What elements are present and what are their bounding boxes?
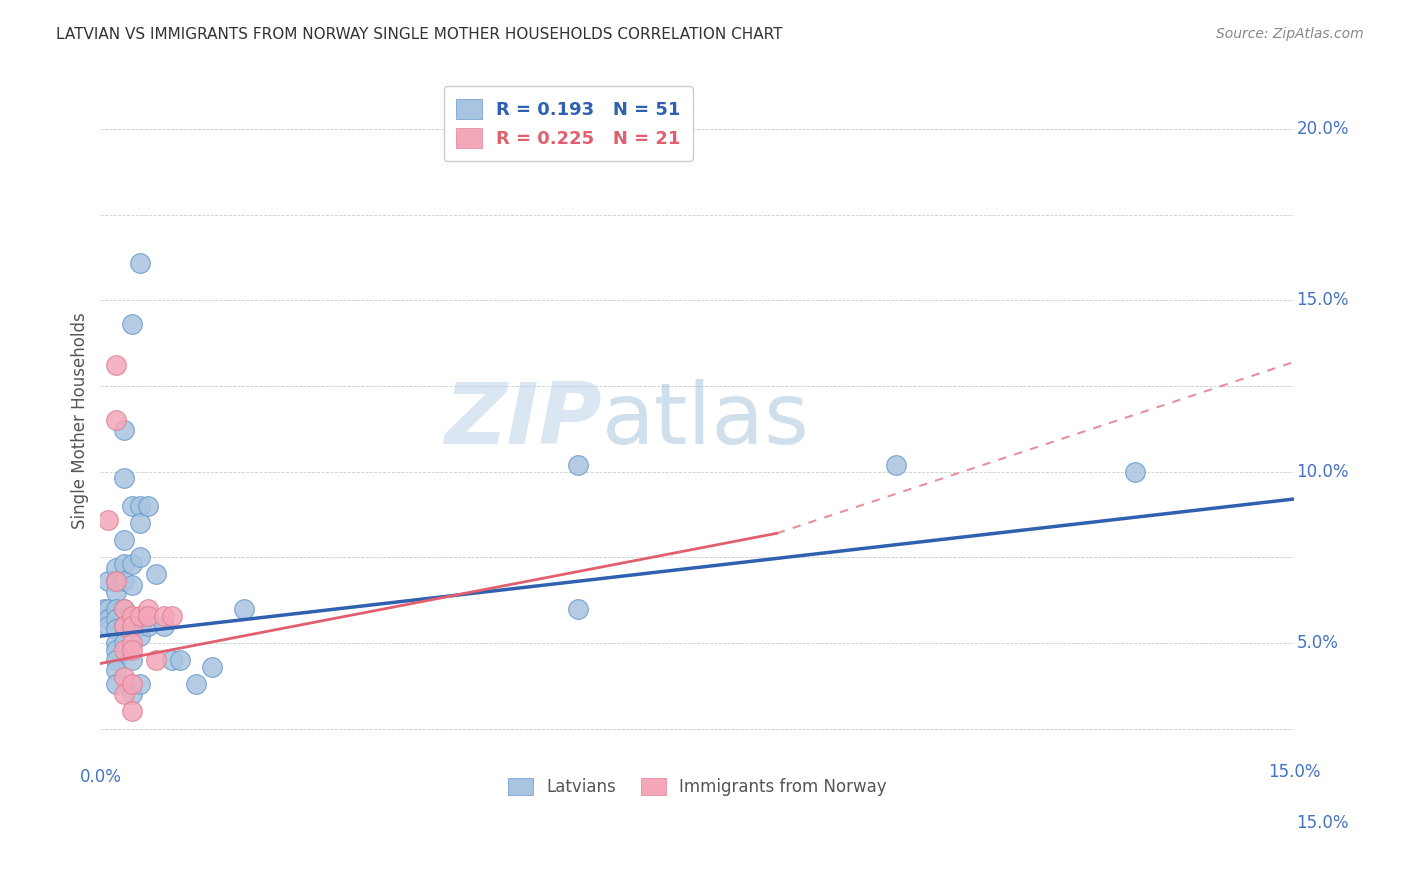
Point xyxy=(136,608,159,623)
Text: 15.0%: 15.0% xyxy=(1296,814,1348,832)
Point xyxy=(105,622,128,636)
Point xyxy=(105,359,128,373)
Text: 15.0%: 15.0% xyxy=(1296,291,1348,310)
Point xyxy=(105,413,128,427)
Point xyxy=(129,677,152,691)
Point xyxy=(105,636,128,650)
Point xyxy=(105,612,128,626)
Point xyxy=(97,601,120,615)
Point xyxy=(884,458,907,472)
Point xyxy=(112,636,135,650)
Point xyxy=(129,255,152,269)
Text: LATVIAN VS IMMIGRANTS FROM NORWAY SINGLE MOTHER HOUSEHOLDS CORRELATION CHART: LATVIAN VS IMMIGRANTS FROM NORWAY SINGLE… xyxy=(56,27,783,42)
Point xyxy=(136,601,159,615)
Text: 20.0%: 20.0% xyxy=(1296,120,1348,138)
Point xyxy=(136,499,159,513)
Point xyxy=(97,512,120,526)
Point xyxy=(1123,465,1146,479)
Point xyxy=(121,636,143,650)
Point xyxy=(121,557,143,571)
Point xyxy=(121,677,143,691)
Point xyxy=(112,533,135,548)
Point xyxy=(105,574,128,589)
Point xyxy=(184,677,207,691)
Point xyxy=(112,642,135,657)
Point xyxy=(121,317,143,331)
Point xyxy=(112,557,135,571)
Point xyxy=(105,584,128,599)
Point xyxy=(112,687,135,701)
Point xyxy=(160,608,183,623)
Point xyxy=(93,601,115,615)
Text: 10.0%: 10.0% xyxy=(1296,463,1348,481)
Point xyxy=(105,677,128,691)
Legend: Latvians, Immigrants from Norway: Latvians, Immigrants from Norway xyxy=(501,771,893,803)
Text: 15.0%: 15.0% xyxy=(1268,763,1320,780)
Point xyxy=(567,458,589,472)
Point xyxy=(112,619,135,633)
Point xyxy=(153,619,176,633)
Y-axis label: Single Mother Households: Single Mother Households xyxy=(72,312,89,529)
Point xyxy=(112,670,135,684)
Point xyxy=(121,687,143,701)
Point xyxy=(129,619,152,633)
Point xyxy=(160,653,183,667)
Point xyxy=(105,601,128,615)
Point xyxy=(121,499,143,513)
Point xyxy=(121,619,143,633)
Point xyxy=(112,574,135,589)
Point xyxy=(121,642,143,657)
Point xyxy=(112,471,135,485)
Point xyxy=(129,499,152,513)
Point xyxy=(121,577,143,591)
Point xyxy=(121,653,143,667)
Point xyxy=(232,601,254,615)
Point xyxy=(129,550,152,565)
Point xyxy=(121,608,143,623)
Point xyxy=(121,619,143,633)
Point xyxy=(105,642,128,657)
Point xyxy=(105,664,128,678)
Point xyxy=(136,619,159,633)
Point xyxy=(129,629,152,643)
Point xyxy=(129,608,152,623)
Point xyxy=(112,601,135,615)
Text: 5.0%: 5.0% xyxy=(1296,634,1339,652)
Text: Source: ZipAtlas.com: Source: ZipAtlas.com xyxy=(1216,27,1364,41)
Text: atlas: atlas xyxy=(602,379,810,462)
Point xyxy=(145,653,167,667)
Point xyxy=(112,619,135,633)
Point xyxy=(201,660,224,674)
Point xyxy=(97,619,120,633)
Point xyxy=(121,705,143,719)
Point xyxy=(129,516,152,530)
Point xyxy=(105,574,128,589)
Point xyxy=(105,560,128,574)
Point xyxy=(97,612,120,626)
Point xyxy=(145,567,167,582)
Point xyxy=(153,608,176,623)
Point xyxy=(105,653,128,667)
Point xyxy=(567,601,589,615)
Point xyxy=(97,574,120,589)
Point xyxy=(169,653,191,667)
Point xyxy=(112,424,135,438)
Point xyxy=(112,601,135,615)
Text: ZIP: ZIP xyxy=(444,379,602,462)
